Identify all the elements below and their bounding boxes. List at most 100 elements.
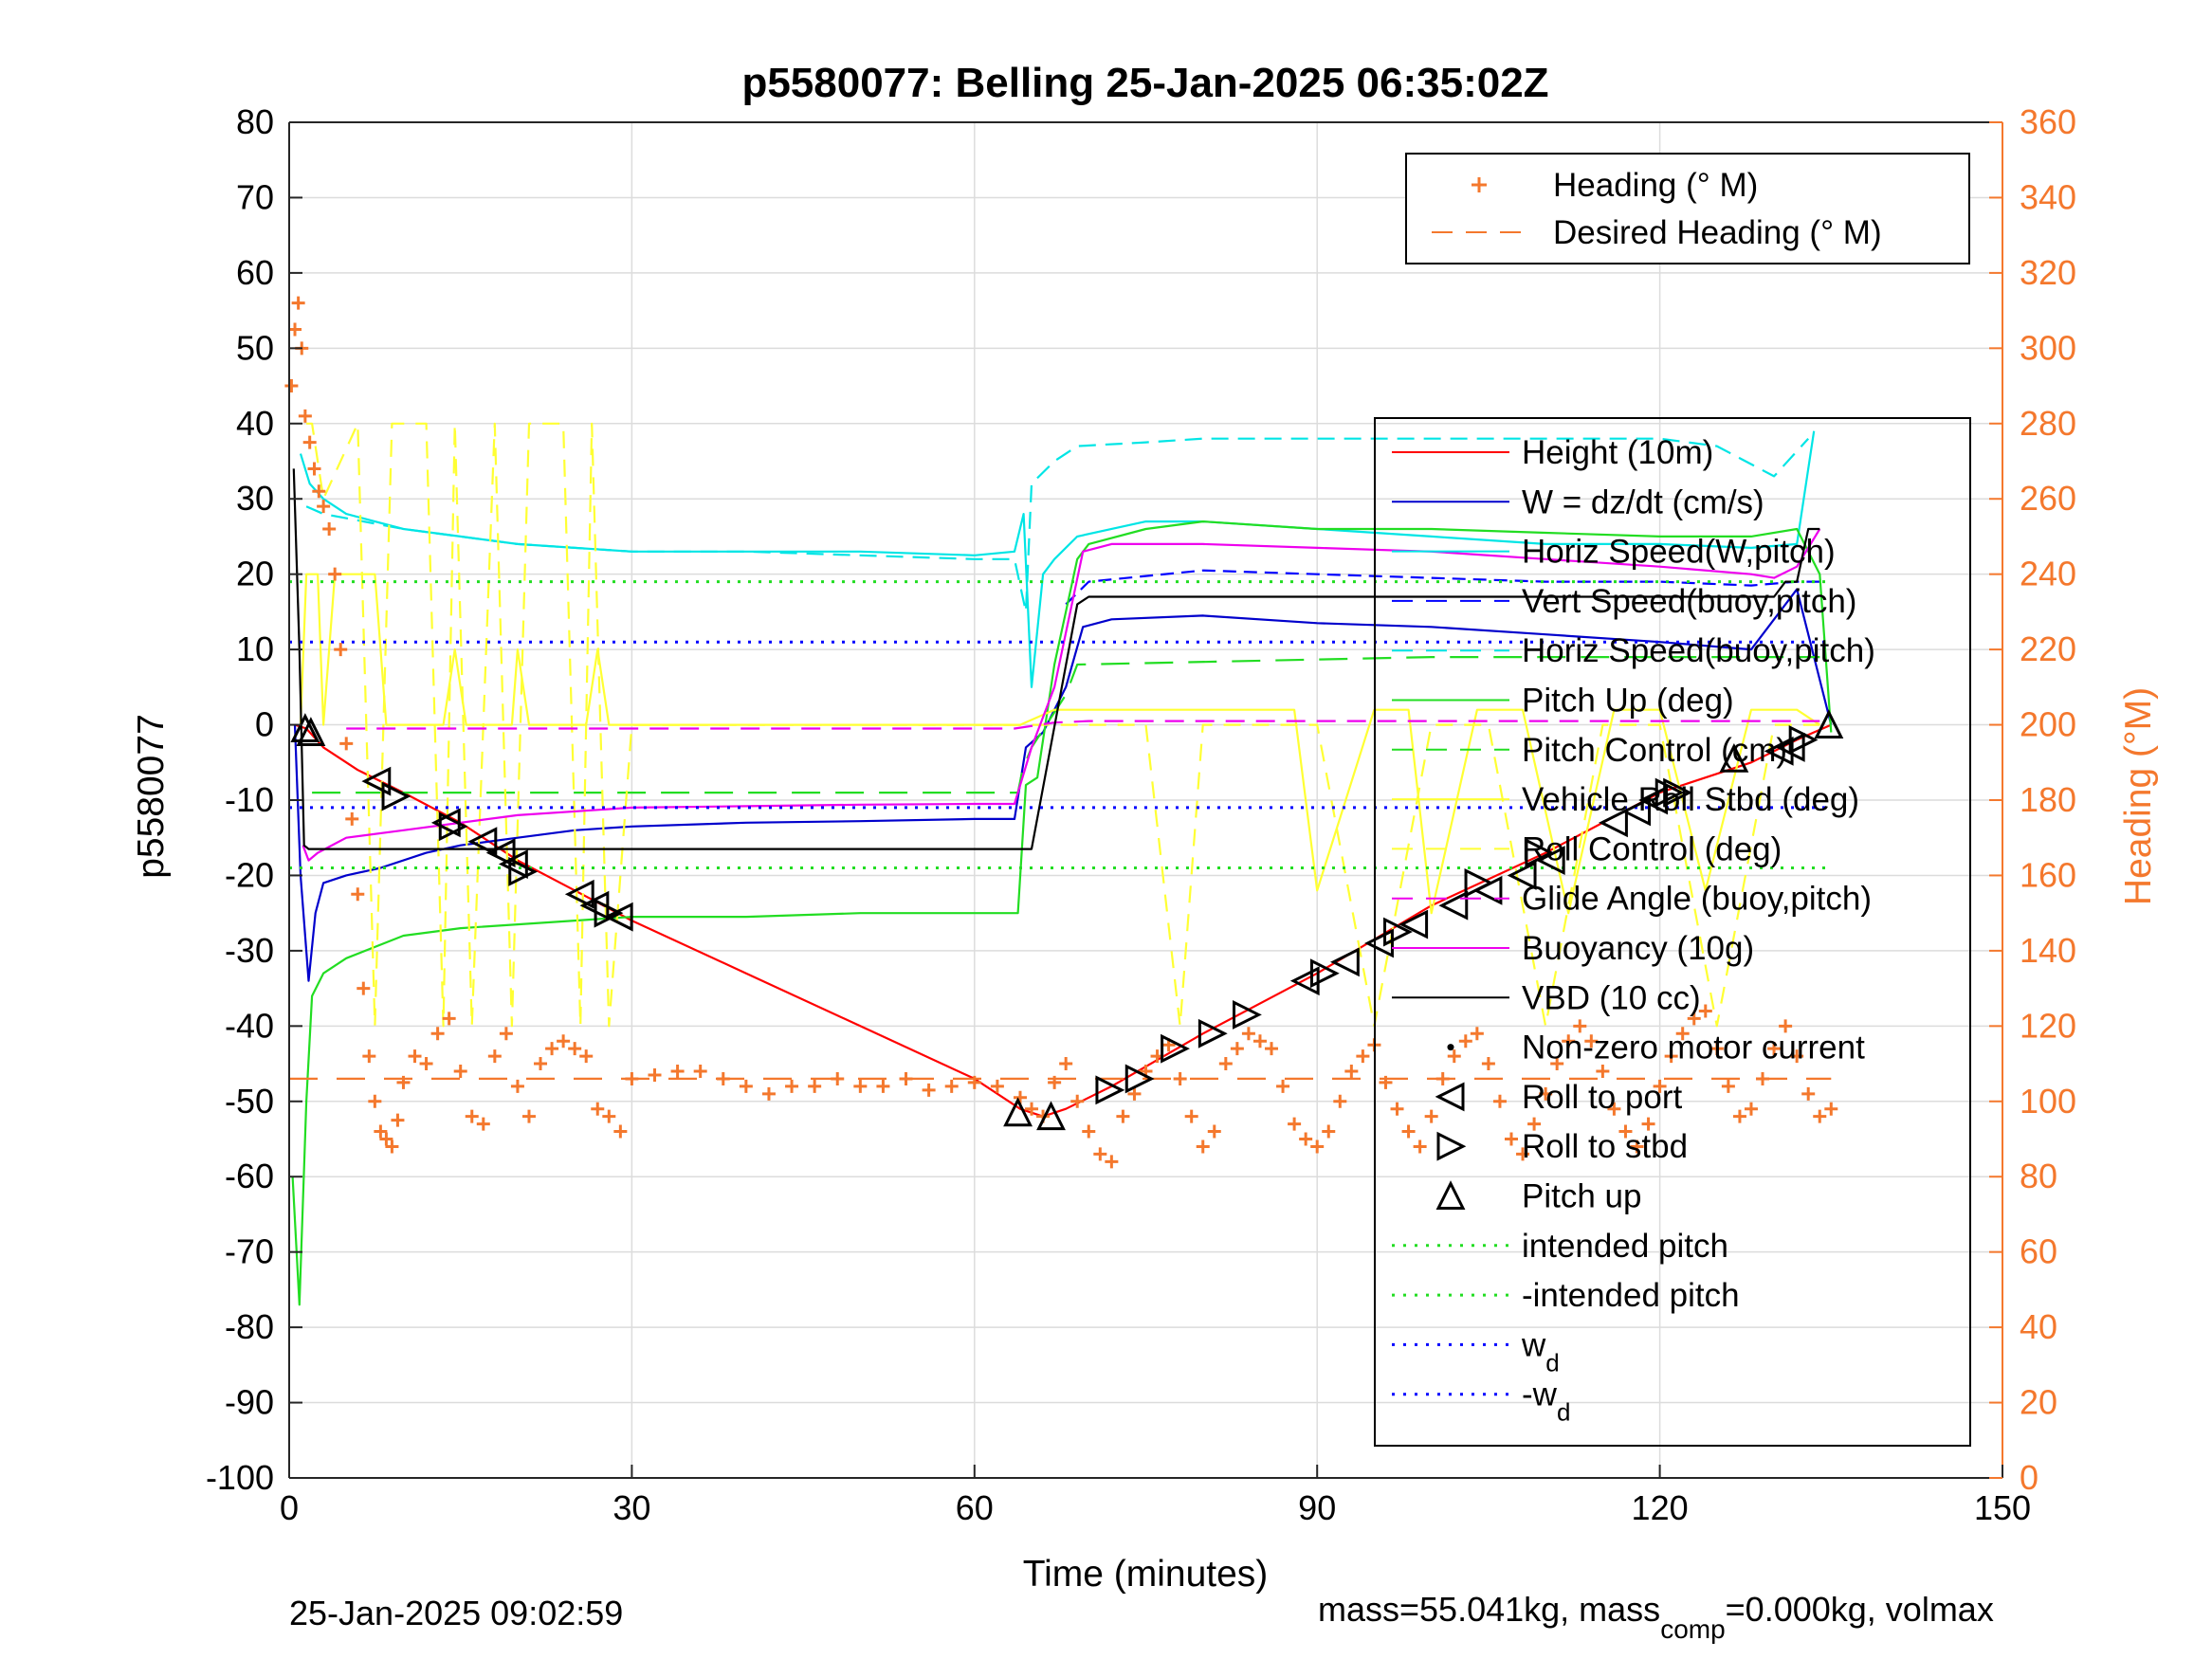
roll-to-port-marker: [603, 902, 633, 932]
y-tick-label: 80: [236, 102, 274, 141]
heading-point: [334, 643, 348, 657]
y-tick-label: 70: [236, 177, 274, 216]
heading-point: [1767, 1042, 1782, 1056]
roll-to-port-marker: [1507, 861, 1537, 890]
heading-point: [1492, 1094, 1507, 1108]
roll-to-stbd-marker: [1233, 999, 1262, 1030]
y-right-tick-label: 40: [2020, 1307, 2057, 1346]
heading-point: [312, 484, 326, 499]
y-tick-label: -100: [206, 1458, 274, 1497]
heading-point: [1824, 1102, 1838, 1116]
heading-point: [1687, 1012, 1701, 1026]
heading-point: [1539, 1086, 1553, 1101]
roll-to-stbd-marker: [381, 781, 411, 811]
legend-heading: Heading (° M) Desired Heading (° M): [1405, 153, 1970, 264]
heading-point: [356, 981, 371, 995]
heading-point: [1584, 1034, 1599, 1048]
heading-point: [808, 1079, 822, 1093]
heading-point: [1756, 1071, 1770, 1085]
y-tick-label: -70: [225, 1232, 274, 1271]
legend-label: -intended pitch: [1522, 1277, 1740, 1314]
heading-point: [1105, 1155, 1119, 1169]
heading-point: [1207, 1124, 1221, 1139]
legend-label: Buoyancy (10g): [1522, 930, 1754, 967]
legend-label: Glide Angle (buoy,pitch): [1522, 881, 1872, 918]
roll-to-port-marker: [467, 827, 498, 857]
heading-point: [1790, 1049, 1804, 1064]
y-tick-label: 50: [236, 328, 274, 367]
heading-point: [317, 500, 331, 514]
heading-point: [1550, 1057, 1564, 1071]
heading-point: [1116, 1109, 1130, 1123]
heading-point: [374, 1124, 388, 1139]
heading-point: [967, 1075, 981, 1089]
heading-point: [1813, 1109, 1827, 1123]
heading-point: [1070, 1094, 1085, 1108]
roll-to-port-marker: [1398, 909, 1429, 939]
heading-point: [648, 1067, 662, 1082]
series-line: [299, 573, 1820, 915]
legend-label: Pitch Control (cm): [1522, 732, 1787, 769]
heading-point: [351, 887, 365, 902]
roll-to-stbd-marker: [1525, 838, 1555, 868]
heading-point: [1447, 1049, 1461, 1064]
heading-point: [1607, 1102, 1621, 1116]
footer-timestamp: 25-Jan-2025 09:02:59: [289, 1594, 623, 1632]
legend-label: Roll to stbd: [1522, 1128, 1688, 1165]
heading-point: [368, 1094, 382, 1108]
heading-point: [1173, 1071, 1187, 1085]
roll-to-stbd-marker: [1095, 1075, 1125, 1105]
heading-point: [476, 1117, 490, 1131]
pitch-up-marker: [1719, 742, 1749, 773]
heading-point: [1379, 1075, 1393, 1089]
heading-point: [739, 1079, 753, 1093]
heading-point: [1424, 1109, 1438, 1123]
legend-swatch: [1436, 1131, 1467, 1161]
y-axis-right-label: Heading (°M): [2118, 687, 2159, 905]
roll-to-port-marker: [361, 766, 392, 796]
roll-to-port-marker: [1289, 966, 1320, 996]
y-right-tick-label: 180: [2020, 780, 2076, 819]
heading-point: [625, 1071, 639, 1085]
heading-point: [534, 1057, 548, 1071]
series-line: [1065, 569, 1820, 606]
heading-point: [1458, 1034, 1472, 1048]
y-tick-label: 0: [255, 705, 274, 744]
heading-point: [1675, 1027, 1690, 1041]
chart-title: p5580077: Belling 25-Jan-2025 06:35:02Z: [741, 60, 1548, 106]
roll-to-stbd-marker: [1788, 725, 1819, 755]
heading-point: [1241, 1027, 1255, 1041]
y-tick-label: -60: [225, 1157, 274, 1195]
heading-point: [1082, 1124, 1096, 1139]
legend-label: Desired Heading (° M): [1553, 214, 1882, 251]
y-tick-label: -80: [225, 1307, 274, 1346]
heading-point: [465, 1109, 479, 1123]
heading-point: [785, 1079, 799, 1093]
x-tick-label: 60: [956, 1488, 994, 1527]
pitch-up-marker: [1814, 709, 1844, 739]
heading-point: [1333, 1094, 1347, 1108]
legend-label: Pitch Up (deg): [1522, 683, 1734, 720]
heading-point: [322, 522, 337, 536]
series-line: [305, 437, 1810, 613]
footer-mass-suffix: =0.000kg, volmax: [1726, 1590, 1994, 1629]
y-right-tick-label: 220: [2020, 629, 2076, 668]
heading-point: [831, 1071, 845, 1085]
heading-point: [1310, 1139, 1325, 1154]
roll-to-port-marker: [1599, 808, 1628, 838]
heading-point: [1698, 1004, 1712, 1018]
legend-label: Pitch up: [1522, 1178, 1641, 1215]
legend-label: Vehicle Roll Stbd (deg): [1522, 781, 1859, 818]
heading-point: [1288, 1117, 1302, 1131]
y-right-tick-label: 200: [2020, 705, 2076, 744]
heading-point: [288, 322, 302, 337]
series-line: [292, 468, 1820, 850]
heading-point: [853, 1079, 868, 1093]
heading-point: [1562, 1034, 1576, 1048]
heading-point: [1435, 1071, 1450, 1085]
heading-point: [1709, 1042, 1724, 1056]
heading-point: [1481, 1057, 1495, 1071]
heading-point: [1322, 1124, 1336, 1139]
y-tick-label: -50: [225, 1082, 274, 1121]
